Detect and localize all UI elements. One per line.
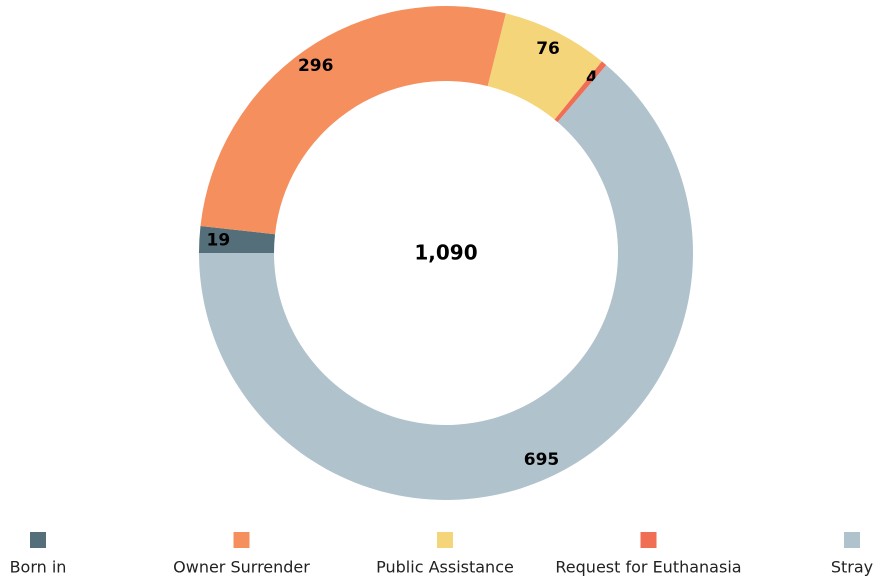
legend-label: Owner Surrender: [173, 558, 310, 577]
legend-swatch: [437, 532, 453, 548]
center-total: 1,090: [414, 241, 477, 265]
legend-label: Request for Euthanasia: [555, 558, 741, 577]
slice-label: 296: [298, 56, 334, 76]
legend-swatch: [640, 532, 657, 548]
legend-label: Public Assistance: [376, 558, 514, 577]
slice-label: 76: [536, 39, 560, 59]
donut-slice: [554, 61, 607, 123]
legend-swatch: [30, 532, 46, 548]
slice-label: 19: [207, 231, 231, 251]
legend-swatch: [233, 532, 250, 548]
donut-slice: [487, 13, 602, 120]
legend-label: Born in: [10, 558, 67, 577]
legend-label: Stray: [831, 558, 873, 577]
legend-swatch: [844, 532, 860, 548]
slice-label: 695: [524, 450, 560, 470]
donut-slice: [200, 6, 506, 235]
donut-slice: [199, 226, 276, 253]
donut-slice: [199, 65, 693, 500]
